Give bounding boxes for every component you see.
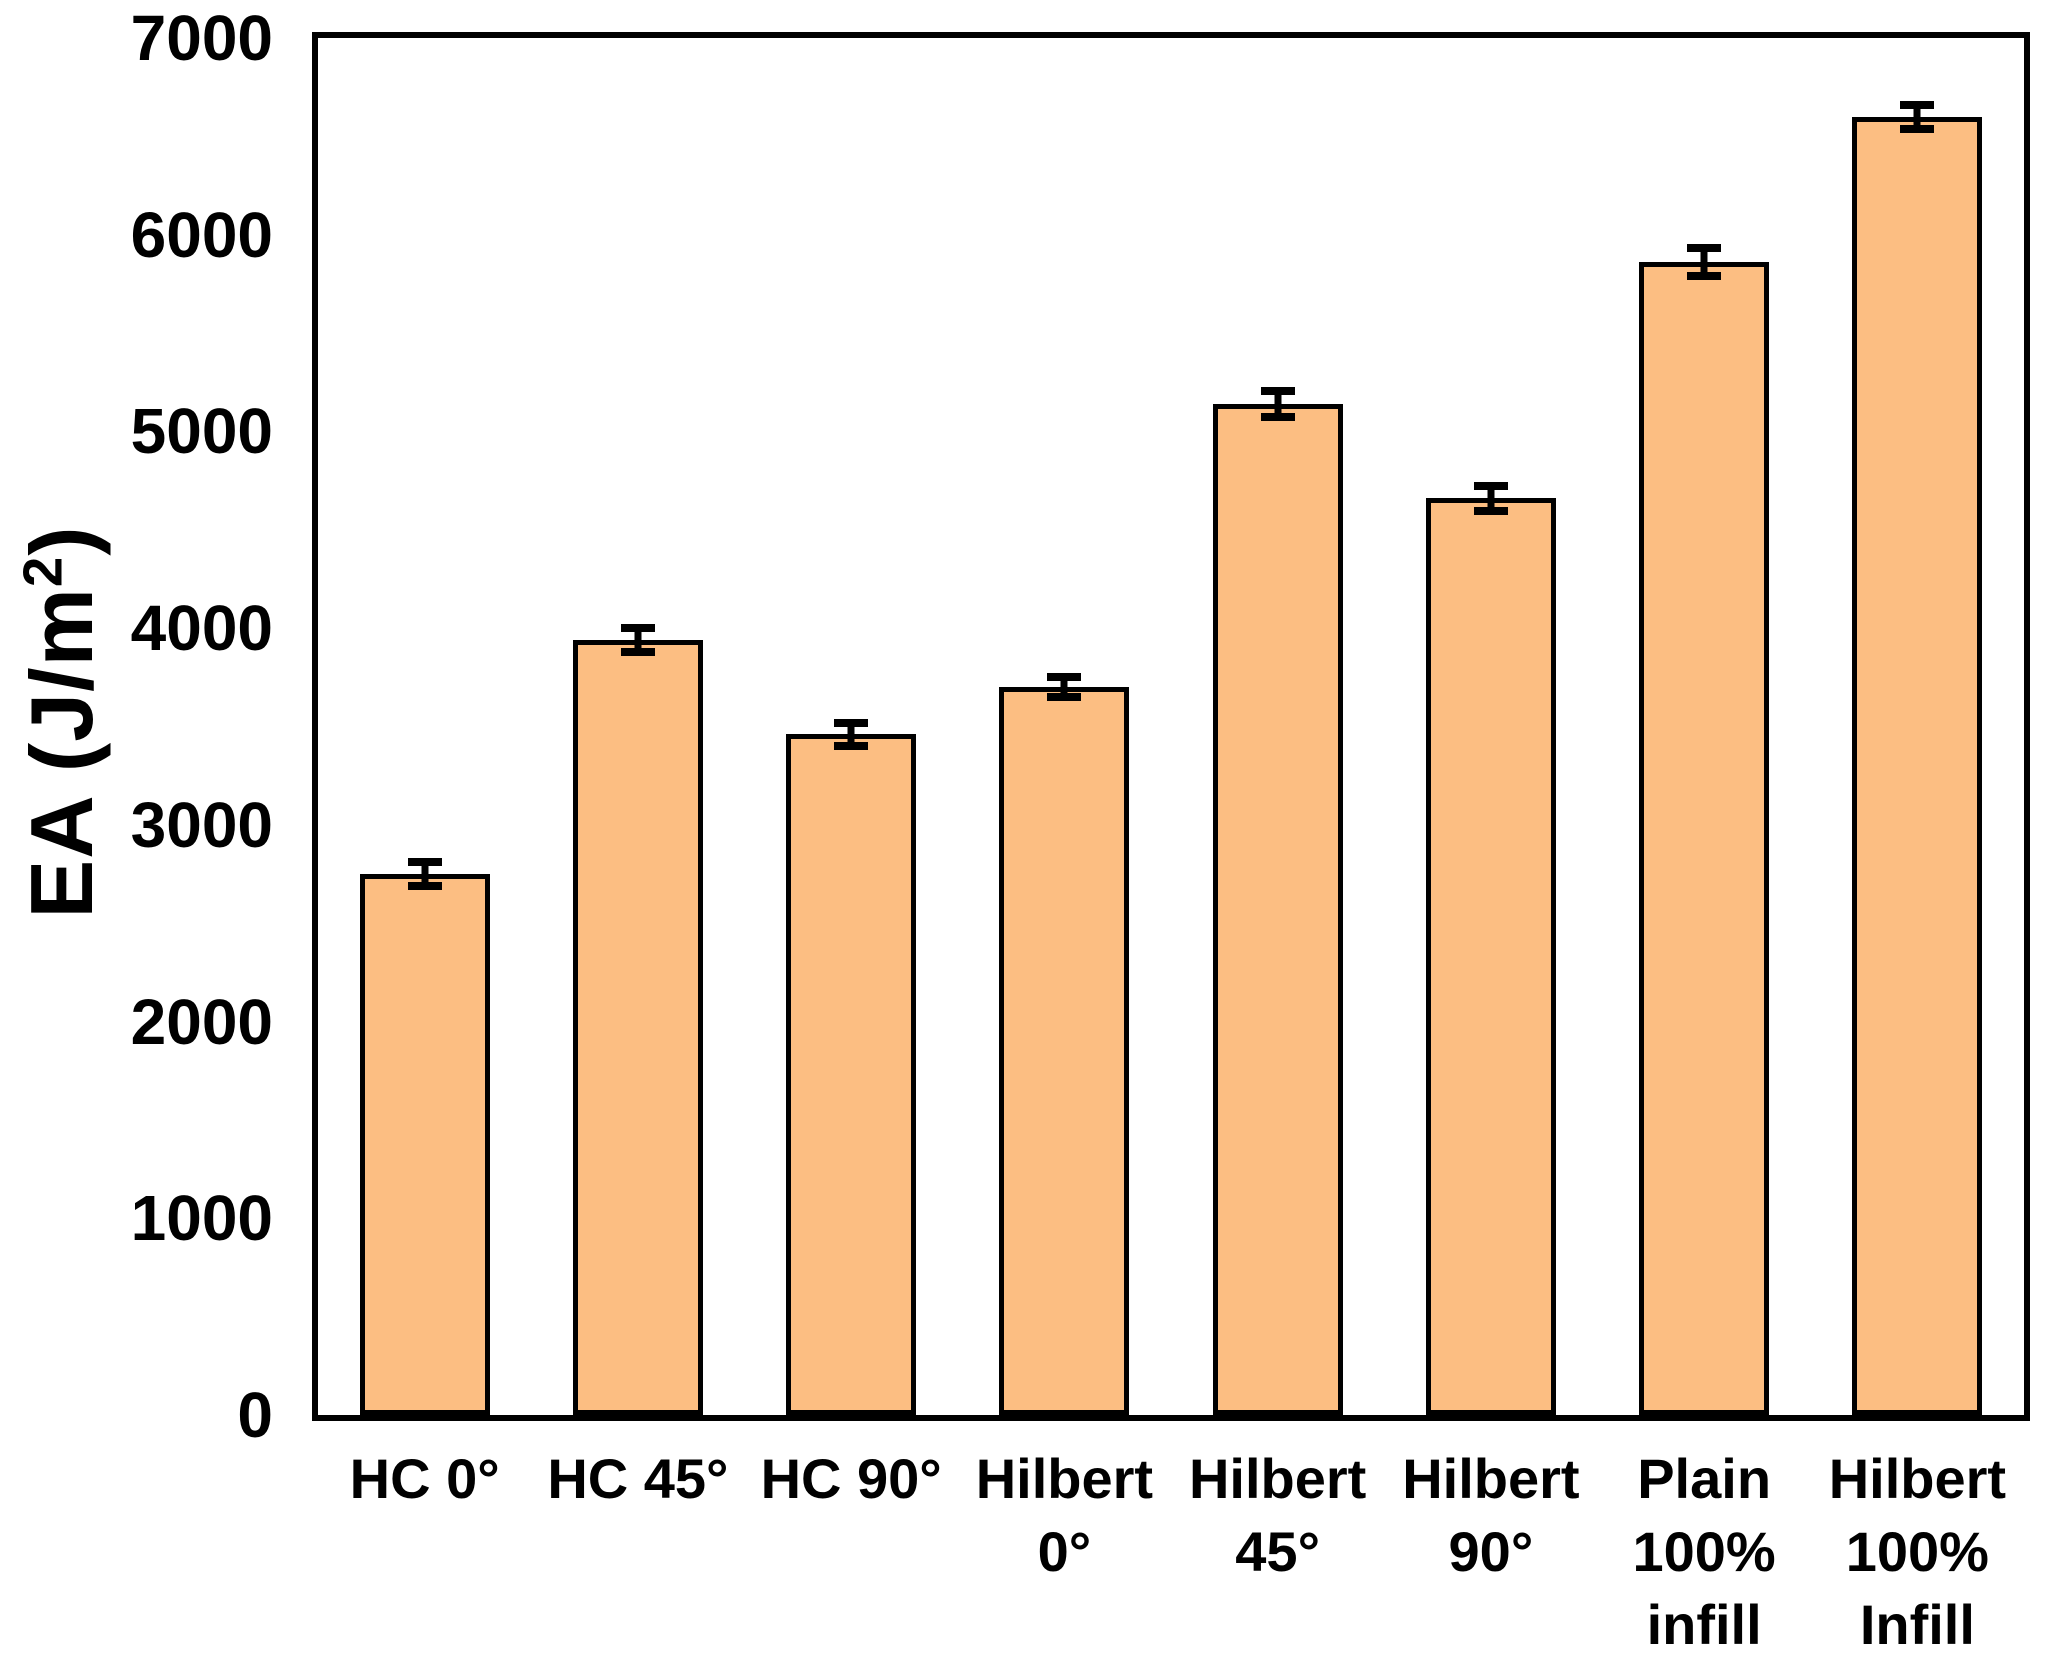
error-bar-hc-0 (421, 862, 429, 886)
error-bar-upper-cap-hc-90 (834, 718, 869, 727)
bar-hc-90 (786, 734, 917, 1415)
bar-slot-plain-100-infill (1598, 38, 1811, 1415)
error-bar-hilbert-45 (1274, 391, 1282, 417)
x-category-label-hilbert-0: Hilbert 0° (975, 1447, 1154, 1583)
y-tick-label-5000: 5000 (130, 395, 273, 468)
error-bar-upper-cap-hc-45 (620, 624, 655, 633)
bar-hilbert-0 (999, 687, 1130, 1415)
error-bar-hilbert-90 (1487, 485, 1495, 512)
error-bar-upper-cap-hilbert-100-infill (1900, 100, 1935, 109)
x-category-label-hilbert-45: Hilbert 45° (1188, 1447, 1367, 1583)
error-bar-lower-cap-hc-45 (620, 647, 655, 656)
y-tick-label-0: 0 (237, 1379, 273, 1451)
error-bar-upper-cap-plain-100-infill (1687, 244, 1722, 253)
y-tick-label-1000: 1000 (130, 1182, 273, 1255)
bar-slot-hilbert-90 (1384, 38, 1597, 1415)
y-tick-label-2000: 2000 (130, 985, 273, 1058)
x-category-label-hilbert-100-infill: Hilbert 100% Infill (1828, 1447, 2007, 1656)
y-tick-label-6000: 6000 (130, 198, 273, 271)
x-category-label-hc-90: HC 90° (760, 1447, 942, 1510)
error-bar-lower-cap-hilbert-45 (1260, 412, 1295, 421)
bar-hilbert-45 (1212, 403, 1343, 1415)
x-category-label-hilbert-90: Hilbert 90° (1402, 1447, 1580, 1583)
x-category-label-hc-0: HC 0° (349, 1447, 500, 1510)
bar-slot-hc-45 (531, 38, 744, 1415)
bar-hilbert-90 (1425, 498, 1556, 1415)
y-axis-title-superscript: 2 (12, 555, 74, 588)
error-bar-upper-cap-hilbert-90 (1473, 481, 1508, 490)
bar-hc-45 (572, 639, 703, 1415)
error-bar-lower-cap-plain-100-infill (1687, 272, 1722, 281)
error-bar-upper-cap-hc-0 (407, 858, 442, 867)
bar-slot-hc-0 (318, 38, 531, 1415)
bar-plain-100-infill (1639, 262, 1770, 1415)
bar-slot-hilbert-100-infill (1811, 38, 2024, 1415)
error-bar-hilbert-100-infill (1913, 104, 1921, 129)
error-bar-hc-45 (634, 628, 642, 652)
error-bar-lower-cap-hilbert-0 (1047, 693, 1082, 701)
error-bar-plain-100-infill (1700, 248, 1708, 277)
y-tick-label-7000: 7000 (130, 2, 273, 74)
error-bar-upper-cap-hilbert-0 (1047, 673, 1082, 682)
error-bar-lower-cap-hc-90 (834, 742, 869, 751)
bar-hilbert-100-infill (1852, 116, 1983, 1415)
error-bar-hilbert-0 (1060, 677, 1068, 697)
plot-area: 0 1000 2000 3000 4000 5000 6000 7000 (131, 2, 2030, 1451)
x-category-label-plain-100-infill: Plain 100% infill (1632, 1447, 1776, 1656)
x-axis-category-labels: HC 0° HC 45° HC 90° Hilbert 0° Hilbert 45° Hi… (318, 1442, 2024, 1661)
y-axis-tick-labels: 0 1000 2000 3000 4000 5000 6000 7000 (131, 2, 2024, 1451)
error-bar-lower-cap-hc-0 (407, 881, 442, 890)
y-tick-label-3000: 3000 (130, 788, 273, 861)
bar-slot-hilbert-45 (1171, 38, 1384, 1415)
bar-slot-hc-90 (745, 38, 958, 1415)
y-tick-label-4000: 4000 (130, 592, 273, 665)
error-bar-lower-cap-hilbert-90 (1473, 507, 1508, 516)
bar-hc-0 (359, 874, 490, 1415)
error-bar-upper-cap-hilbert-45 (1260, 387, 1295, 396)
error-bar-hc-90 (847, 722, 855, 747)
x-category-label-hc-45: HC 45° (547, 1447, 729, 1510)
bars-container (318, 38, 2024, 1415)
error-bar-lower-cap-hilbert-100-infill (1900, 124, 1935, 133)
bar-slot-hilbert-0 (958, 38, 1171, 1415)
y-axis-title-close: ) (12, 525, 111, 556)
